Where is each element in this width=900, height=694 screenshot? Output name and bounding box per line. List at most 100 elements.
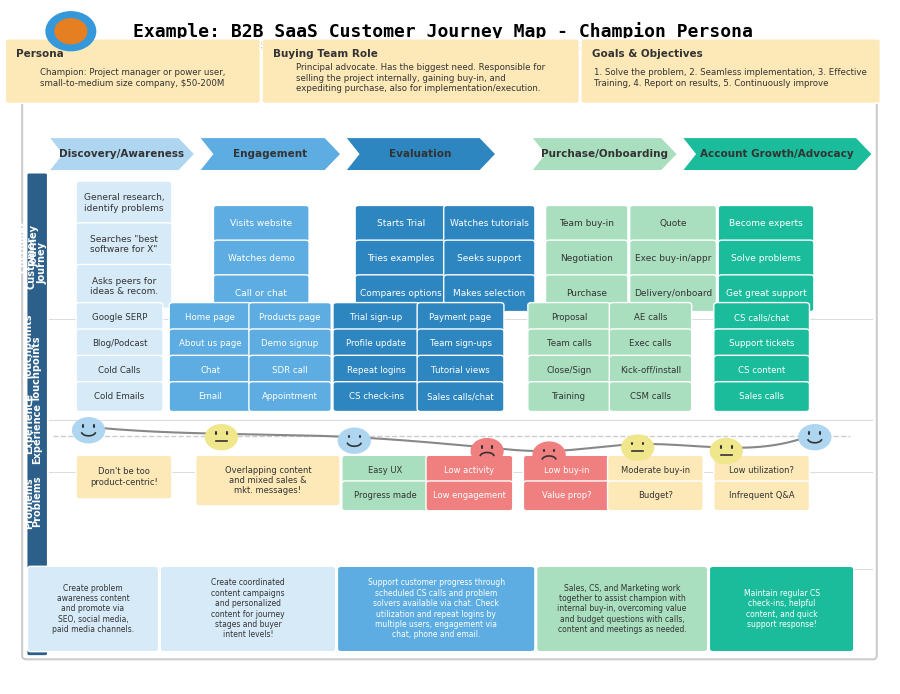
FancyBboxPatch shape xyxy=(28,566,158,652)
FancyBboxPatch shape xyxy=(249,382,331,412)
Text: Principal advocate. Has the biggest need. Responsible for
selling the project in: Principal advocate. Has the biggest need… xyxy=(296,63,545,93)
FancyBboxPatch shape xyxy=(28,174,47,655)
Text: Watches tutorials: Watches tutorials xyxy=(450,219,528,228)
Text: Experience: Experience xyxy=(32,403,42,464)
FancyBboxPatch shape xyxy=(333,382,419,412)
Text: Customer
Journey: Customer Journey xyxy=(26,237,48,289)
Text: Evaluation: Evaluation xyxy=(390,149,452,159)
Text: Payment page: Payment page xyxy=(429,313,491,322)
Text: Watches demo: Watches demo xyxy=(228,254,294,263)
FancyBboxPatch shape xyxy=(249,303,331,332)
FancyBboxPatch shape xyxy=(630,240,716,277)
Text: CS content: CS content xyxy=(738,366,786,375)
Polygon shape xyxy=(49,137,194,171)
Text: Example: B2B SaaS Customer Journey Map - Champion Persona: Example: B2B SaaS Customer Journey Map -… xyxy=(133,22,752,41)
Text: Appointment: Appointment xyxy=(262,392,318,401)
Text: About us page: About us page xyxy=(179,339,241,348)
Text: customer journey
    MAESTRO: customer journey MAESTRO xyxy=(34,40,108,59)
Text: Team sign-ups: Team sign-ups xyxy=(429,339,491,348)
Text: Buying Team Role: Buying Team Role xyxy=(273,49,378,58)
Text: Solutions: Solutions xyxy=(32,578,42,629)
FancyBboxPatch shape xyxy=(709,566,854,652)
Text: SDR call: SDR call xyxy=(272,366,308,375)
FancyBboxPatch shape xyxy=(718,240,814,277)
FancyBboxPatch shape xyxy=(249,329,331,359)
Text: Support customer progress through
scheduled CS calls and problem
solvers availab: Support customer progress through schedu… xyxy=(367,579,505,639)
FancyBboxPatch shape xyxy=(333,303,419,332)
Polygon shape xyxy=(531,137,678,171)
FancyBboxPatch shape xyxy=(213,275,309,312)
FancyBboxPatch shape xyxy=(714,329,809,359)
FancyBboxPatch shape xyxy=(527,303,610,332)
Text: 1. Solve the problem, 2. Seamless implementation, 3. Effective
Training, 4. Repo: 1. Solve the problem, 2. Seamless implem… xyxy=(594,69,867,87)
Text: Create coordinated
content campaigns
and personalized
content for journey
stages: Create coordinated content campaigns and… xyxy=(212,579,284,639)
Text: Account Growth/Advocacy: Account Growth/Advocacy xyxy=(700,149,854,159)
FancyBboxPatch shape xyxy=(714,481,809,511)
Text: Low activity: Low activity xyxy=(445,466,494,475)
FancyBboxPatch shape xyxy=(444,240,535,277)
Text: Compares options: Compares options xyxy=(360,289,442,298)
FancyBboxPatch shape xyxy=(249,355,331,385)
FancyBboxPatch shape xyxy=(417,355,504,385)
Text: Cold Emails: Cold Emails xyxy=(94,392,145,401)
Text: Negotiation: Negotiation xyxy=(561,254,613,263)
FancyBboxPatch shape xyxy=(714,303,809,332)
Text: Blog/Podcast: Blog/Podcast xyxy=(92,339,148,348)
Text: Starts Trial: Starts Trial xyxy=(376,219,425,228)
Text: Sales calls/chat: Sales calls/chat xyxy=(428,392,494,401)
Polygon shape xyxy=(682,137,872,171)
Text: Seeks support: Seeks support xyxy=(457,254,522,263)
Text: Low buy-in: Low buy-in xyxy=(544,466,590,475)
Text: Customer
Journey: Customer Journey xyxy=(18,220,40,273)
FancyBboxPatch shape xyxy=(76,223,172,266)
Text: Create problem
awareness content
and promote via
SEO, social media,
paid media c: Create problem awareness content and pro… xyxy=(52,584,134,634)
Text: Products page: Products page xyxy=(259,313,320,322)
Text: Problems: Problems xyxy=(24,477,34,529)
Circle shape xyxy=(533,442,565,467)
FancyBboxPatch shape xyxy=(545,240,628,277)
FancyBboxPatch shape xyxy=(262,39,580,103)
Text: Persona: Persona xyxy=(16,49,64,58)
FancyBboxPatch shape xyxy=(160,566,336,652)
FancyBboxPatch shape xyxy=(426,455,513,485)
Circle shape xyxy=(55,19,86,44)
Text: Proposal: Proposal xyxy=(551,313,587,322)
FancyBboxPatch shape xyxy=(527,382,610,412)
Text: Touchpoints: Touchpoints xyxy=(32,336,42,403)
Text: Support tickets: Support tickets xyxy=(729,339,795,348)
FancyBboxPatch shape xyxy=(630,275,716,312)
FancyBboxPatch shape xyxy=(714,355,809,385)
Text: Team buy-in: Team buy-in xyxy=(559,219,614,228)
Text: Home page: Home page xyxy=(185,313,235,322)
Text: Quote: Quote xyxy=(660,219,687,228)
Text: Purchase: Purchase xyxy=(566,289,608,298)
FancyBboxPatch shape xyxy=(444,275,535,312)
Text: Maintain regular CS
check-ins, helpful
content, and quick
support response!: Maintain regular CS check-ins, helpful c… xyxy=(743,589,820,629)
Text: Profile update: Profile update xyxy=(346,339,407,348)
FancyBboxPatch shape xyxy=(342,481,428,511)
Text: Touchpoints: Touchpoints xyxy=(24,314,34,380)
FancyBboxPatch shape xyxy=(527,355,610,385)
Text: CS check-ins: CS check-ins xyxy=(349,392,404,401)
Text: Email: Email xyxy=(198,392,222,401)
Text: CS calls/chat: CS calls/chat xyxy=(734,313,789,322)
FancyBboxPatch shape xyxy=(76,329,163,359)
Text: Discovery/Awareness: Discovery/Awareness xyxy=(59,149,184,159)
Text: Kick-off/install: Kick-off/install xyxy=(620,366,681,375)
FancyBboxPatch shape xyxy=(609,355,692,385)
FancyBboxPatch shape xyxy=(169,355,251,385)
Text: The Customer Journey Maestro - Copyright 2020 - All Rights Reserved: The Customer Journey Maestro - Copyright… xyxy=(246,40,640,50)
Text: Easy UX: Easy UX xyxy=(368,466,402,475)
FancyBboxPatch shape xyxy=(714,455,809,485)
Circle shape xyxy=(799,425,831,450)
FancyBboxPatch shape xyxy=(714,382,809,412)
FancyBboxPatch shape xyxy=(5,39,260,103)
Text: Repeat logins: Repeat logins xyxy=(347,366,406,375)
Text: Close/Sign: Close/Sign xyxy=(546,366,591,375)
Text: Asks peers for
ideas & recom.: Asks peers for ideas & recom. xyxy=(90,277,158,296)
Polygon shape xyxy=(346,137,496,171)
FancyBboxPatch shape xyxy=(609,382,692,412)
FancyBboxPatch shape xyxy=(195,455,340,506)
FancyBboxPatch shape xyxy=(524,481,610,511)
FancyBboxPatch shape xyxy=(338,566,535,652)
